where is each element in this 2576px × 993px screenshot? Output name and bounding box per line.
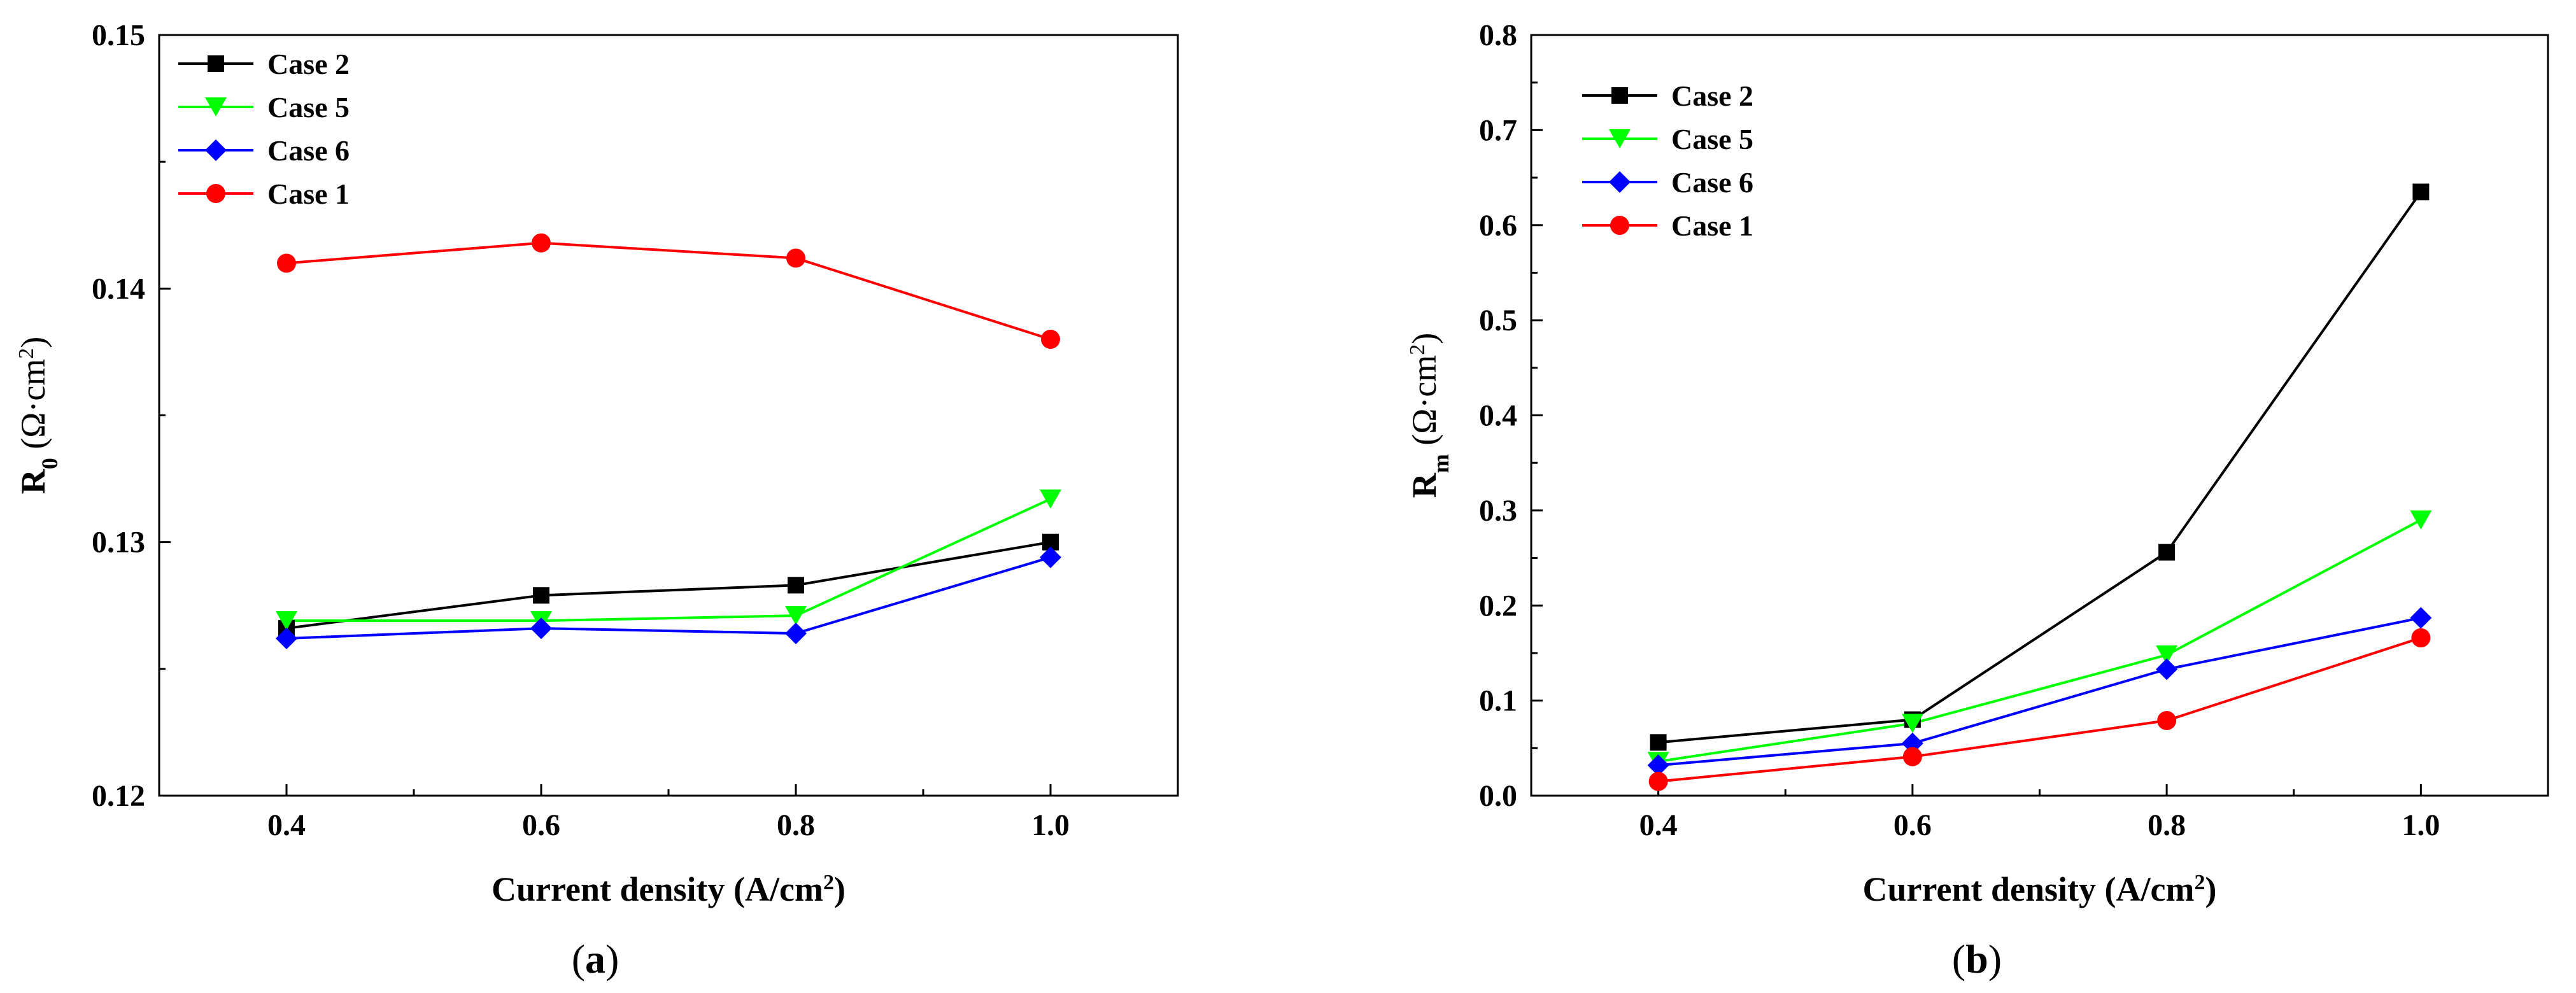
data-point (786, 248, 805, 268)
x-tick-label: 0.6 (1893, 808, 1932, 842)
legend-marker (208, 55, 224, 72)
y-tick-label: 0.8 (1479, 18, 1517, 52)
data-point (533, 587, 549, 604)
data-point (530, 617, 552, 640)
x-tick-label: 1.0 (2402, 808, 2440, 842)
data-point (1040, 489, 1061, 509)
y-tick-label: 0.1 (1479, 684, 1517, 718)
series-line-case-5 (1658, 519, 2422, 763)
y-tick-label: 0.4 (1479, 399, 1517, 433)
legend-label: Case 5 (1671, 123, 1753, 155)
legend-label: Case 1 (1671, 209, 1753, 242)
data-point (277, 253, 296, 273)
x-axis-title: Current density (A/cm2) (492, 870, 846, 908)
data-point (276, 611, 297, 631)
series-line-case-2 (286, 540, 1051, 630)
legend-label: Case 2 (1671, 80, 1753, 112)
panel-label: (a) (572, 936, 619, 982)
x-tick-label: 0.8 (777, 808, 815, 842)
x-tick-label: 1.0 (1031, 808, 1070, 842)
y-tick-label: 0.5 (1479, 304, 1517, 337)
data-point (785, 623, 807, 645)
legend-label: Case 2 (267, 48, 350, 80)
panel-label: (b) (1952, 936, 2002, 982)
y-tick-label: 0.13 (92, 526, 145, 560)
legend-marker (1609, 171, 1631, 193)
legend-label: Case 5 (267, 91, 350, 123)
legend-label: Case 1 (267, 178, 350, 210)
y-tick-label: 0.15 (92, 18, 145, 52)
legend-marker (206, 184, 225, 203)
x-tick-label: 0.6 (522, 808, 560, 842)
legend-marker (205, 139, 227, 161)
data-point (1648, 771, 1668, 791)
y-tick-label: 0.14 (92, 272, 145, 306)
data-point (1901, 714, 1923, 733)
x-tick-label: 0.4 (267, 808, 306, 842)
series-line-case-1 (286, 241, 1051, 341)
panel-a: 0.12 0.13 0.14 0.15 0.4 0.6 0.8 1.0 Current dens… (14, 18, 1179, 982)
data-point (2158, 544, 2176, 561)
y-tick-label: 0.12 (92, 779, 145, 813)
y-tick-label: 0.7 (1479, 113, 1517, 147)
data-point (276, 628, 297, 650)
y-axis-title: Rm (Ω·cm2) (1405, 333, 1454, 498)
legend-label: Case 6 (1671, 166, 1753, 199)
y-tick-label: 0.6 (1479, 209, 1517, 243)
y-tick-label: 0.3 (1479, 494, 1517, 528)
panel-b: 0.0 0.1 0.2 0.3 0.4 0.5 0.6 0.7 0.8 0.4 0.6 0.8 1.0 C… (1405, 18, 2549, 982)
series-line-case-5 (287, 498, 1051, 623)
y-tick-label: 0.2 (1479, 589, 1517, 623)
data-point (785, 606, 807, 626)
data-point (2410, 510, 2432, 530)
legend-marker (1611, 87, 1628, 104)
legend-marker (1609, 129, 1631, 148)
data-point (1647, 754, 1669, 777)
series-line-case-1 (1658, 637, 2421, 783)
data-point (1901, 732, 1923, 754)
data-point (2412, 183, 2430, 201)
legend-label: Case 6 (267, 134, 350, 167)
series-line-case-6 (286, 556, 1051, 640)
data-point (1040, 546, 1061, 568)
y-tick-label: 0.0 (1479, 779, 1517, 813)
data-point (2411, 628, 2431, 648)
data-point (2157, 710, 2177, 730)
legend-marker (1610, 216, 1629, 235)
data-point (1650, 734, 1667, 751)
data-point (2410, 607, 2432, 629)
y-axis-title: R0 (Ω·cm2) (14, 337, 62, 495)
x-tick-label: 0.8 (2148, 808, 2186, 842)
data-point (1041, 330, 1060, 349)
legend-marker (205, 97, 227, 116)
x-axis-title: Current density (A/cm2) (1863, 870, 2217, 908)
x-tick-label: 0.4 (1639, 808, 1678, 842)
data-point (788, 577, 804, 594)
data-point (2156, 658, 2178, 680)
data-point (2156, 645, 2178, 665)
series-line-case-2 (1658, 191, 2423, 744)
data-point (532, 233, 551, 253)
series-line-case-6 (1658, 616, 2421, 767)
data-point (1902, 747, 1922, 766)
